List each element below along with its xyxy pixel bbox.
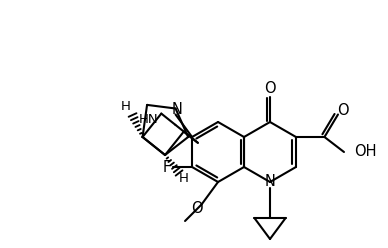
Text: H: H [179, 172, 189, 185]
Text: H: H [121, 100, 130, 114]
Text: F: F [163, 159, 171, 175]
Text: O: O [264, 81, 276, 96]
Text: OH: OH [354, 145, 376, 159]
Text: O: O [191, 201, 203, 216]
Text: N: N [172, 102, 183, 117]
Text: N: N [265, 175, 275, 189]
Text: HN: HN [139, 113, 158, 126]
Text: O: O [337, 103, 349, 118]
